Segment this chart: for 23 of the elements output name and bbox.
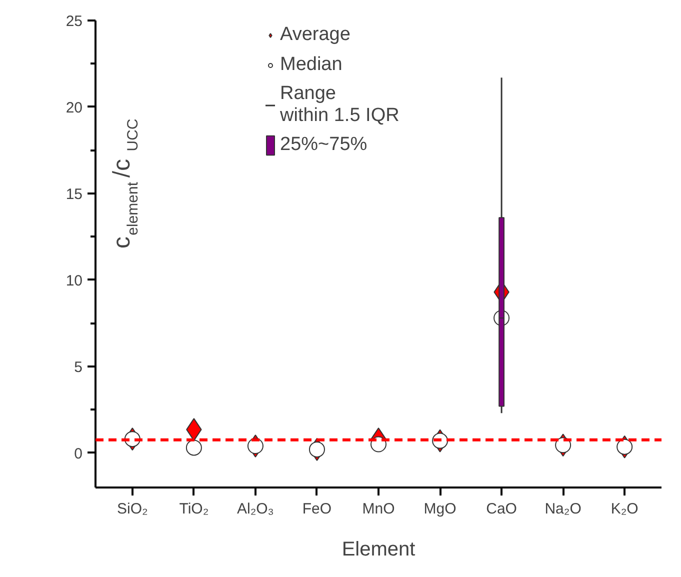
- legend-label: Median: [280, 54, 342, 76]
- legend-label: Average: [280, 24, 350, 46]
- y-tick-label: 20: [66, 99, 83, 116]
- x-tick-label: K₂O: [610, 500, 638, 518]
- y-tick-label: 15: [66, 186, 83, 203]
- y-tick-label: 10: [66, 272, 83, 290]
- x-tick-label: FeO: [302, 500, 332, 518]
- legend-label: 25%~75%: [280, 134, 368, 156]
- x-axis-title: Element: [342, 538, 416, 560]
- x-tick-label: Al₂O₃: [236, 500, 274, 518]
- y-tick-label: 5: [74, 358, 82, 376]
- y-tick-label: 0: [74, 445, 82, 462]
- annotation: Range within 1.5 IQR: [280, 83, 400, 127]
- x-tick-label: MgO: [424, 500, 456, 518]
- x-tick-label: TiO₂: [179, 500, 209, 518]
- x-tick-label: SiO₂: [117, 500, 148, 518]
- y-tick-label: 25: [66, 13, 83, 30]
- point: [616, 438, 633, 455]
- x-tick-label: CaO: [486, 500, 517, 518]
- x-tick-label: Na₂O: [544, 500, 582, 518]
- point: [308, 441, 325, 458]
- x-tick-label: MnO: [362, 500, 395, 518]
- y-axis-title: celement/cUCC: [108, 118, 142, 249]
